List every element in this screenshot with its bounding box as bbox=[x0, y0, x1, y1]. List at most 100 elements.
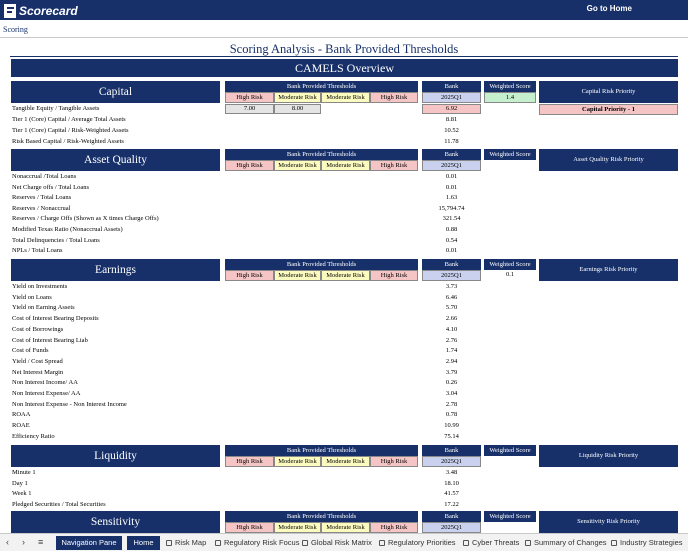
table-row: Net Charge offs / Total Loans 0.01 bbox=[0, 183, 688, 194]
earnings-banner: Earnings bbox=[11, 259, 220, 281]
metric-value: 1.74 bbox=[445, 347, 458, 355]
metric-label: Tier 1 (Core) Capital / Risk-Weighted As… bbox=[12, 127, 129, 134]
moderate-risk-header: Moderate Risk bbox=[321, 456, 370, 467]
metric-label: Pledged Securities / Total Securities bbox=[12, 500, 106, 508]
earnings-risk-priority-header: Earnings Risk Priority bbox=[539, 259, 678, 281]
metric-value: 2.78 bbox=[445, 400, 458, 408]
breadcrumb: Scoring bbox=[3, 25, 28, 34]
metric-value: 4.10 bbox=[445, 325, 458, 333]
moderate-risk-header: Moderate Risk bbox=[321, 92, 370, 103]
table-row: ROAA 0.78 bbox=[0, 410, 688, 421]
tab-label: Navigation Pane bbox=[61, 538, 117, 547]
bank-header: Bank bbox=[422, 259, 481, 270]
metric-value: 0.88 bbox=[445, 226, 458, 233]
moderate-risk-header: Moderate Risk bbox=[274, 160, 321, 171]
metric-value: 5.70 bbox=[445, 304, 458, 312]
weighted-score-header: Weighted Score bbox=[484, 511, 536, 522]
sensitivity-risk-priority-header: Sensitivity Risk Priority bbox=[539, 511, 678, 533]
sensitivity-banner: Sensitivity bbox=[11, 511, 220, 533]
metric-value: 11.78 bbox=[444, 138, 459, 145]
page-title: Scoring Analysis - Bank Provided Thresho… bbox=[229, 42, 459, 56]
thresholds-header: Bank Provided Thresholds bbox=[225, 445, 418, 456]
metric-label: Non Interest Income/ AA bbox=[12, 379, 78, 387]
moderate-risk-header: Moderate Risk bbox=[321, 160, 370, 171]
capital-risk-priority-header: Capital Risk Priority bbox=[539, 81, 678, 103]
metric-value: 3.04 bbox=[445, 390, 458, 397]
metric-label: Yield on Loans bbox=[12, 293, 52, 301]
tab-regulatory-risk-focus[interactable]: Regulatory Risk Focus bbox=[215, 536, 299, 550]
table-row: Tangible Equity / Tangible Assets 7.00 8… bbox=[0, 104, 688, 115]
tab-industry-strategies[interactable]: Industry Strategies bbox=[611, 536, 683, 550]
top-bar: Scorecard Go to Home bbox=[0, 0, 688, 20]
table-row: Net Interest Margin 3.79 bbox=[0, 368, 688, 379]
metric-value: 2.94 bbox=[445, 357, 458, 365]
table-row: Total Delinquencies / Total Loans 0.54 bbox=[0, 236, 688, 247]
sheet-icon bbox=[463, 539, 469, 546]
weighted-score-header: Weighted Score bbox=[484, 259, 536, 270]
all-sheets-icon[interactable]: ≡ bbox=[38, 537, 44, 547]
sheet-icon bbox=[525, 539, 531, 546]
sheet-icon bbox=[302, 539, 308, 546]
metric-value: 15,794.74 bbox=[438, 204, 465, 212]
metric-value: 10.52 bbox=[444, 127, 459, 134]
tab-summary-of-changes[interactable]: Summary of Changes bbox=[525, 536, 607, 550]
high-risk-header: High Risk bbox=[225, 456, 274, 467]
high-risk-header: High Risk bbox=[225, 522, 274, 533]
tab-cyber-threats[interactable]: Cyber Threats bbox=[463, 536, 519, 550]
bank-period: 2025Q1 bbox=[422, 456, 481, 467]
table-row: Cost of Funds 1.74 bbox=[0, 346, 688, 357]
tab-navigation-pane[interactable]: Navigation Pane bbox=[56, 536, 122, 550]
metric-label: Net Interest Margin bbox=[12, 368, 64, 376]
table-row: Minute 1 3.48 bbox=[0, 468, 688, 479]
metric-value: 0.54 bbox=[445, 236, 458, 244]
table-row: NPLs / Total Loans 0.01 bbox=[0, 246, 688, 257]
bank-period: 2025Q1 bbox=[422, 270, 481, 281]
scroll-left-icon[interactable]: ‹ bbox=[6, 537, 9, 547]
table-row: Non Interest Income/ AA 0.26 bbox=[0, 378, 688, 389]
liquidity-risk-priority-header: Liquidity Risk Priority bbox=[539, 445, 678, 467]
metric-value: 0.78 bbox=[445, 411, 458, 419]
sheet-icon bbox=[379, 539, 385, 546]
tab-label: Regulatory Priorities bbox=[388, 538, 456, 547]
metric-value: 3.79 bbox=[445, 368, 458, 376]
bank-header: Bank bbox=[422, 445, 481, 456]
earnings-weighted-score: 0.1 bbox=[505, 271, 515, 278]
weighted-score-header: Weighted Score bbox=[484, 81, 536, 92]
table-row: Yield on Loans 6.46 bbox=[0, 293, 688, 304]
table-row: Reserves / Charge Offs (Shown as X times… bbox=[0, 214, 688, 225]
tab-home[interactable]: Home bbox=[127, 536, 160, 550]
tab-regulatory-priorities[interactable]: Regulatory Priorities bbox=[379, 536, 456, 550]
scroll-right-icon[interactable]: › bbox=[22, 537, 25, 547]
go-to-home-link[interactable]: Go to Home bbox=[586, 4, 632, 13]
metric-label: Cost of Interest Bearing Liab bbox=[12, 336, 88, 344]
bank-period: 2025Q1 bbox=[422, 92, 481, 103]
high-risk-header: High Risk bbox=[370, 92, 418, 103]
tab-label: Summary of Changes bbox=[534, 538, 607, 547]
sheet-tab-bar: ‹ › ≡ Navigation Pane Home Risk Map Regu… bbox=[0, 533, 688, 551]
thresholds-header: Bank Provided Thresholds bbox=[225, 81, 418, 92]
tab-risk-map[interactable]: Risk Map bbox=[166, 536, 206, 550]
metric-value: 6.92 bbox=[422, 104, 481, 114]
metric-value: 0.01 bbox=[445, 183, 458, 191]
metric-value: 8.81 bbox=[445, 116, 458, 123]
capital-banner: Capital bbox=[11, 81, 220, 103]
metric-value: 75.14 bbox=[444, 432, 459, 440]
metric-value: 0.01 bbox=[445, 247, 458, 255]
asset-quality-banner: Asset Quality bbox=[11, 149, 220, 171]
metric-label: Reserves / Nonaccrual bbox=[12, 204, 71, 212]
high-risk-header: High Risk bbox=[370, 456, 418, 467]
metric-label: Yield on Earning Assets bbox=[12, 304, 75, 312]
table-row: Risk Based Capital / Risk-Weighted Asset… bbox=[0, 137, 688, 148]
metric-value: 3.48 bbox=[445, 469, 458, 476]
weighted-score-header: Weighted Score bbox=[484, 445, 536, 456]
metric-value: 2.76 bbox=[445, 336, 458, 344]
liquidity-banner: Liquidity bbox=[11, 445, 220, 467]
table-row: Efficiency Ratio 75.14 bbox=[0, 432, 688, 443]
metric-label: Net Charge offs / Total Loans bbox=[12, 183, 89, 191]
table-row: Non Interest Expense/ AA 3.04 bbox=[0, 389, 688, 400]
table-row: Yield on Earning Assets 5.70 bbox=[0, 303, 688, 314]
metric-label: Risk Based Capital / Risk-Weighted Asset… bbox=[12, 138, 124, 145]
metric-value: 2.66 bbox=[445, 315, 458, 323]
thresholds-header: Bank Provided Thresholds bbox=[225, 511, 418, 522]
tab-global-risk-matrix[interactable]: Global Risk Matrix bbox=[302, 536, 372, 550]
